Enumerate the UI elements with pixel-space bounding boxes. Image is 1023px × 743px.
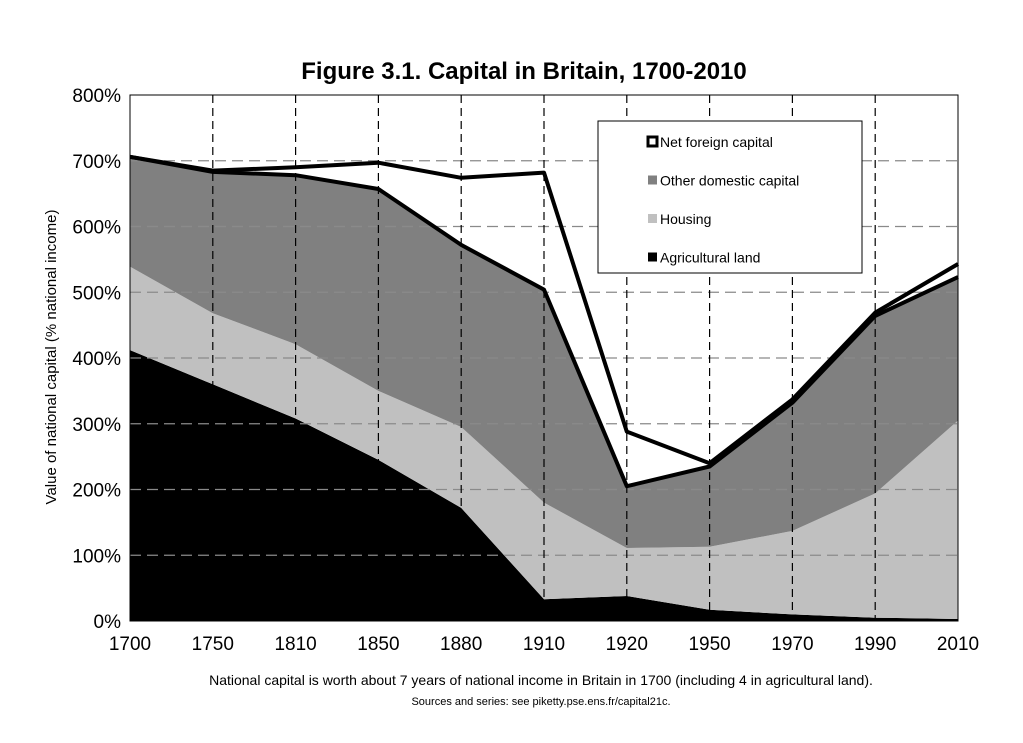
x-tick-label: 1700 <box>109 634 151 655</box>
x-tick-label: 1850 <box>357 634 399 655</box>
y-tick-label: 100% <box>72 546 121 567</box>
y-tick-label: 300% <box>72 415 121 436</box>
y-tick-label: 500% <box>72 283 121 304</box>
plot-frame <box>129 94 959 622</box>
y-tick-label: 600% <box>72 218 121 239</box>
legend-label-net-foreign-capital: Net foreign capital <box>660 134 773 150</box>
area-other-domestic-capital <box>130 156 958 549</box>
x-tick-label: 2010 <box>937 634 979 655</box>
y-tick-label: 400% <box>72 349 121 370</box>
y-axis-label: Value of national capital (% national in… <box>43 210 60 505</box>
x-tick-label: 1810 <box>274 634 316 655</box>
legend-label-agricultural-land: Agricultural land <box>660 250 760 266</box>
y-tick-label: 200% <box>72 481 121 502</box>
area-agricultural-land <box>130 350 958 621</box>
area-net-foreign-capital <box>130 156 958 487</box>
legend-swatch-net-foreign-capital <box>646 135 659 148</box>
y-tick-label: 700% <box>72 152 121 173</box>
y-tick-label: 0% <box>94 612 122 633</box>
gridlines <box>130 95 958 621</box>
x-axis-ticks: 1700 1750 1810 1850 1880 1910 1920 1950 1970 1990… <box>109 634 979 655</box>
legend: Net foreign capital Other domestic capita… <box>597 120 863 274</box>
x-tick-label: 1950 <box>688 634 730 655</box>
legend-label-housing: Housing <box>660 211 711 227</box>
x-tick-label: 1920 <box>606 634 648 655</box>
y-axis-ticks: 0% 100% 200% 300% 400% 500% 600% 700% 800% <box>72 86 121 633</box>
legend-label-other-domestic-capital: Other domestic capital <box>660 173 799 189</box>
x-tick-label: 1970 <box>771 634 813 655</box>
line-top-other-domestic-capital <box>129 154 959 489</box>
legend-swatch-other-domestic-capital <box>648 175 657 185</box>
line-top-net-foreign-capital <box>129 154 960 466</box>
x-tick-label: 1880 <box>440 634 482 655</box>
series-boundary-lines <box>129 154 960 489</box>
x-tick-label: 1990 <box>854 634 896 655</box>
x-tick-label: 1750 <box>192 634 234 655</box>
legend-swatch-housing <box>648 214 657 223</box>
x-tick-label: 1910 <box>523 634 565 655</box>
legend-box <box>597 120 863 274</box>
footnote: National capital is worth about 7 years … <box>209 672 873 688</box>
legend-swatch-agricultural-land <box>648 252 657 262</box>
y-tick-label: 800% <box>72 86 121 107</box>
chart-title: Figure 3.1. Capital in Britain, 1700-201… <box>301 58 747 85</box>
sources-note: Sources and series: see piketty.pse.ens.… <box>411 696 670 708</box>
